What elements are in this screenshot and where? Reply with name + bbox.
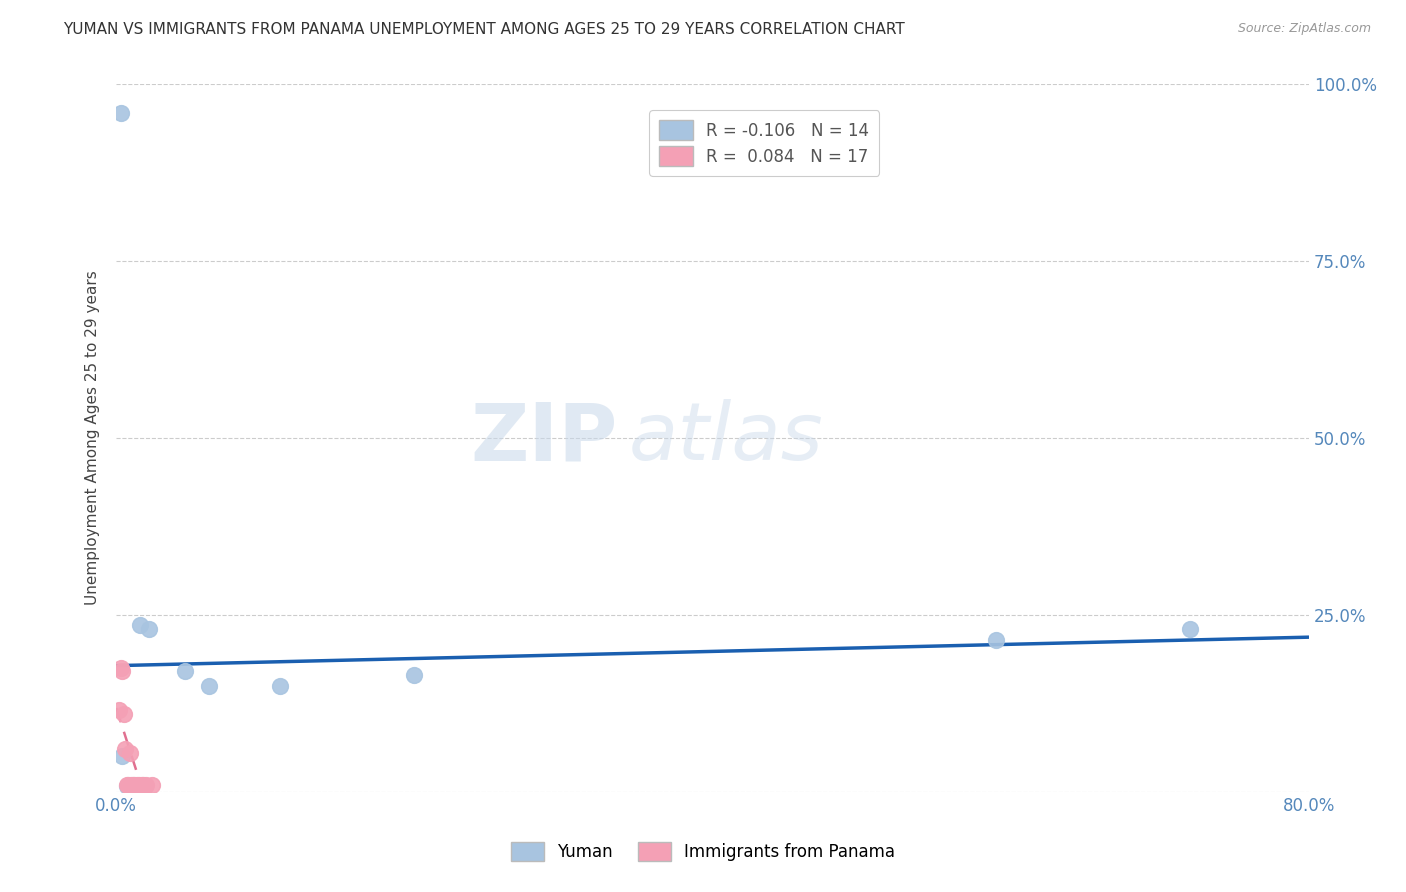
Legend: Yuman, Immigrants from Panama: Yuman, Immigrants from Panama [503, 835, 903, 868]
Point [111, 749, 134, 764]
Point [110, 661, 132, 675]
Point [132, 778, 155, 792]
Text: Source: ZipAtlas.com: Source: ZipAtlas.com [1237, 22, 1371, 36]
Point [404, 668, 426, 682]
Point [112, 706, 135, 721]
Point [1178, 622, 1201, 636]
Text: ZIP: ZIP [470, 399, 617, 477]
Point [138, 622, 160, 636]
Point [115, 779, 138, 793]
Point [197, 679, 219, 693]
Point [122, 778, 145, 792]
Point [121, 778, 143, 792]
Y-axis label: Unemployment Among Ages 25 to 29 years: Unemployment Among Ages 25 to 29 years [86, 270, 100, 606]
Legend: R = -0.106   N = 14, R =  0.084   N = 17: R = -0.106 N = 14, R = 0.084 N = 17 [650, 111, 879, 176]
Point [128, 778, 150, 792]
Point [173, 665, 195, 679]
Text: YUMAN VS IMMIGRANTS FROM PANAMA UNEMPLOYMENT AMONG AGES 25 TO 29 YEARS CORRELATI: YUMAN VS IMMIGRANTS FROM PANAMA UNEMPLOY… [63, 22, 905, 37]
Point [115, 778, 138, 792]
Point [120, 778, 142, 792]
Point [111, 665, 134, 679]
Point [135, 778, 157, 792]
Point [127, 778, 149, 792]
Point [129, 618, 152, 632]
Point [114, 742, 136, 756]
Point [131, 778, 153, 792]
Point [110, 105, 132, 120]
Point [117, 778, 139, 792]
Point [134, 779, 156, 793]
Point [141, 778, 163, 792]
Point [108, 703, 131, 717]
Text: atlas: atlas [628, 399, 824, 477]
Point [120, 779, 142, 793]
Point [118, 746, 141, 760]
Point [984, 632, 1007, 647]
Point [124, 779, 146, 793]
Point [269, 679, 291, 693]
